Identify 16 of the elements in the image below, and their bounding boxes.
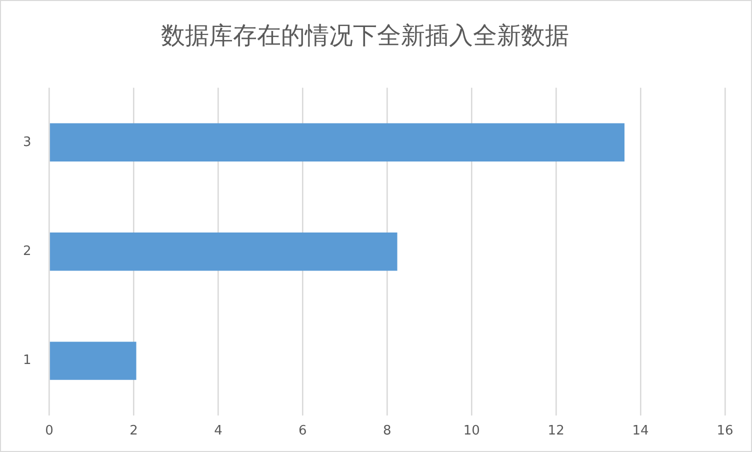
x-tick-label: 4 — [214, 424, 222, 439]
y-tick-label: 2 — [22, 244, 32, 259]
bar — [50, 123, 624, 162]
x-tick-label: 0 — [45, 424, 54, 439]
x-tick-label: 12 — [548, 424, 564, 439]
x-tick-label: 8 — [382, 424, 392, 439]
y-tick-label: 3 — [22, 134, 32, 150]
x-tick-label: 10 — [463, 424, 480, 439]
x-tick-label: 16 — [716, 424, 734, 439]
bar — [50, 232, 398, 271]
bar — [50, 342, 136, 380]
chart-title: 数据库存在的情况下全新插入全新数据 — [161, 22, 569, 50]
x-tick-label: 6 — [298, 424, 307, 439]
x-tick-label: 2 — [130, 424, 138, 439]
x-tick-label: 14 — [632, 424, 649, 439]
y-tick-label: 1 — [22, 353, 32, 368]
